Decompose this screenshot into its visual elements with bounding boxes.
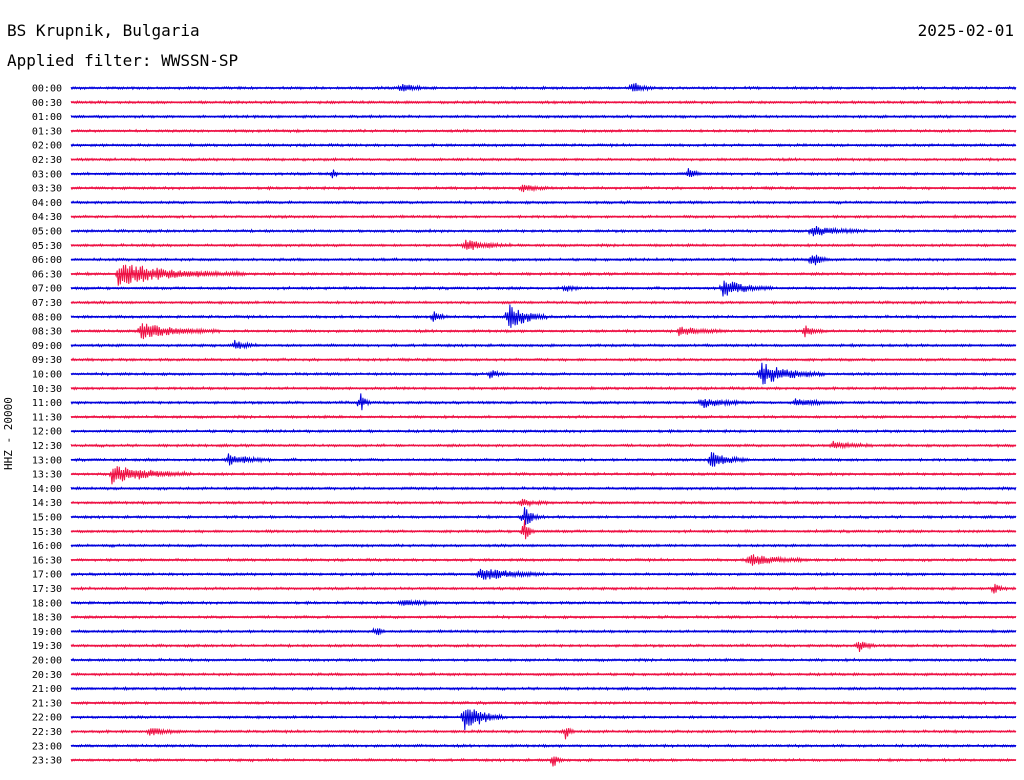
- trace-1230: [70, 440, 1017, 450]
- channel-axis-label: HHZ - 20000: [2, 397, 15, 470]
- time-label: 19:30: [32, 641, 62, 652]
- time-label: 02:30: [32, 155, 62, 166]
- trace-0000: [70, 82, 1017, 92]
- trace-2200: [70, 709, 1017, 731]
- trace-1500: [70, 507, 1017, 525]
- trace-0630: [70, 264, 1017, 286]
- time-label: 09:30: [32, 355, 62, 366]
- time-label: 15:00: [32, 513, 62, 524]
- time-label: 16:30: [32, 555, 62, 566]
- time-label: 16:00: [32, 541, 62, 552]
- time-label: 13:30: [32, 470, 62, 481]
- time-label: 22:00: [32, 713, 62, 724]
- station-title: BS Krupnik, Bulgaria: [7, 21, 200, 40]
- trace-2230: [70, 727, 1017, 740]
- time-label: 20:00: [32, 656, 62, 667]
- time-label: 06:30: [32, 269, 62, 280]
- trace-1330: [70, 466, 1017, 485]
- time-label: 05:30: [32, 241, 62, 252]
- date-label: 2025-02-01: [917, 21, 1014, 40]
- trace-0900: [70, 339, 1017, 350]
- time-label: 05:00: [32, 227, 62, 238]
- time-label: 19:00: [32, 627, 62, 638]
- time-label: 11:00: [32, 398, 62, 409]
- time-label: 00:30: [32, 98, 62, 109]
- filter-label: Applied filter: WWSSN-SP: [7, 51, 239, 70]
- time-label: 14:00: [32, 484, 62, 495]
- time-label: 13:00: [32, 455, 62, 466]
- time-label: 09:00: [32, 341, 62, 352]
- time-label: 14:30: [32, 498, 62, 509]
- time-label: 04:00: [32, 198, 62, 209]
- time-label: 03:00: [32, 169, 62, 180]
- time-label: 01:00: [32, 112, 62, 123]
- time-label: 10:30: [32, 384, 62, 395]
- trace-1930: [70, 641, 1017, 653]
- time-label: 04:30: [32, 212, 62, 223]
- time-label: 03:30: [32, 184, 62, 195]
- time-label: 08:00: [32, 312, 62, 323]
- time-label: 17:30: [32, 584, 62, 595]
- time-label: 07:30: [32, 298, 62, 309]
- time-label: 11:30: [32, 412, 62, 423]
- time-label: 06:00: [32, 255, 62, 266]
- trace-1100: [70, 393, 1017, 411]
- time-label: 18:00: [32, 598, 62, 609]
- time-label: 15:30: [32, 527, 62, 538]
- time-label: 12:00: [32, 427, 62, 438]
- time-label: 18:30: [32, 613, 62, 624]
- time-label: 10:00: [32, 370, 62, 381]
- time-label: 01:30: [32, 126, 62, 137]
- time-label: 22:30: [32, 727, 62, 738]
- time-label: 08:30: [32, 327, 62, 338]
- time-label: 20:30: [32, 670, 62, 681]
- time-label: 23:00: [32, 741, 62, 752]
- trace-2330: [70, 756, 1017, 767]
- time-label: 00:00: [32, 84, 62, 95]
- time-label: 21:30: [32, 698, 62, 709]
- time-label: 12:30: [32, 441, 62, 452]
- time-label: 21:00: [32, 684, 62, 695]
- trace-1530: [70, 519, 1017, 540]
- time-label: 17:00: [32, 570, 62, 581]
- time-label: 07:00: [32, 284, 62, 295]
- time-label: 02:00: [32, 141, 62, 152]
- time-label: 23:30: [32, 756, 62, 767]
